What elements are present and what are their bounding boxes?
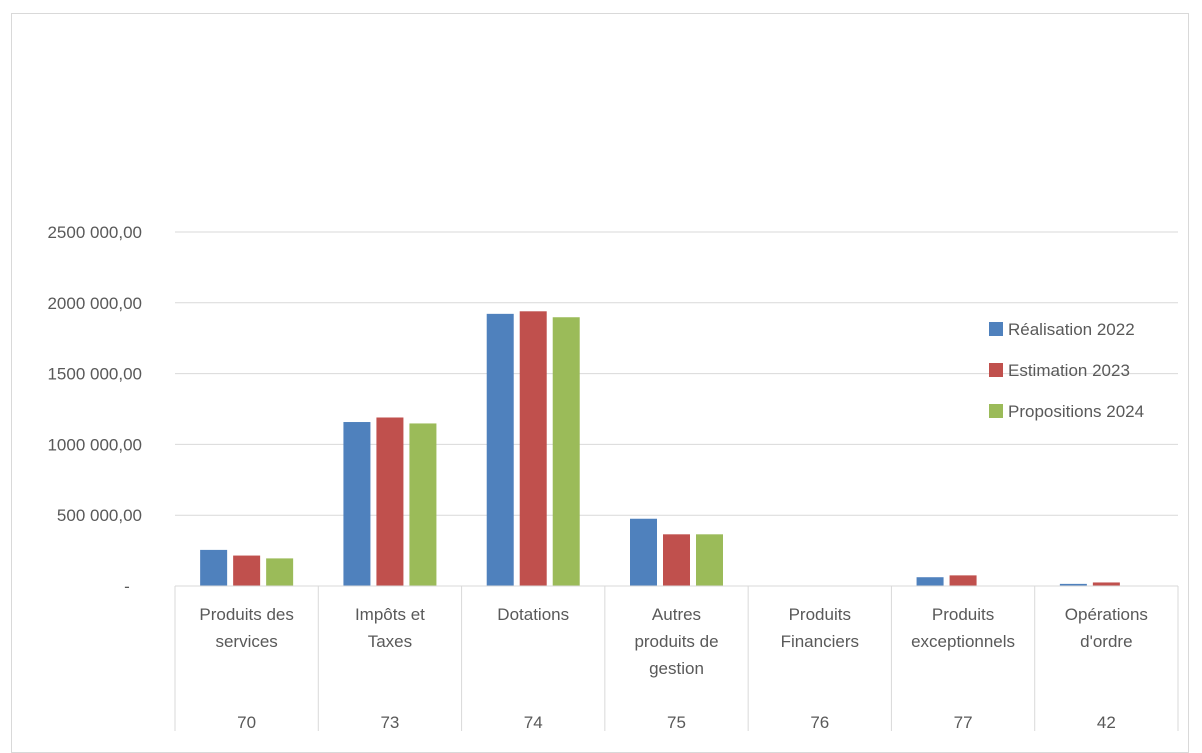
category-label: Opérations xyxy=(1065,605,1148,624)
category-label: Produits des xyxy=(199,605,294,624)
y-tick-label: 1500 000,00 xyxy=(47,365,142,384)
category-label: Financiers xyxy=(781,632,859,651)
bar xyxy=(519,311,547,586)
category-label: Produits xyxy=(932,605,994,624)
category-label: Impôts et xyxy=(355,605,425,624)
category-label: Dotations xyxy=(497,605,569,624)
category-label: d'ordre xyxy=(1080,632,1132,651)
y-tick-label: 2000 000,00 xyxy=(47,294,142,313)
category-code-label: 73 xyxy=(380,713,399,731)
bar xyxy=(696,534,723,586)
bars xyxy=(200,311,1120,586)
y-tick-label: 1000 000,00 xyxy=(47,435,142,454)
category-code-label: 74 xyxy=(524,713,543,731)
bar xyxy=(409,423,437,586)
legend-label: Propositions 2024 xyxy=(1008,402,1144,421)
category-labels: Produits des services 70 Impôts et Taxes 73 Do… xyxy=(199,605,1148,731)
category-axis xyxy=(174,585,1179,731)
legend-label: Estimation 2023 xyxy=(1008,361,1130,380)
y-tick-label: 2500 000,00 xyxy=(47,223,142,242)
category-label: services xyxy=(215,632,277,651)
bar xyxy=(552,317,580,586)
bar xyxy=(233,555,261,586)
legend-swatch xyxy=(989,322,1003,336)
bar xyxy=(200,549,228,586)
bar xyxy=(1092,582,1120,586)
legend: Réalisation 2022 Estimation 2023 Propositi… xyxy=(989,320,1144,421)
y-tick-label: 500 000,00 xyxy=(57,506,142,525)
category-code-label: 42 xyxy=(1097,713,1116,731)
bar xyxy=(266,558,294,586)
y-tick-label: - xyxy=(124,577,130,596)
category-code-label: 70 xyxy=(237,713,256,731)
category-label: gestion xyxy=(649,659,704,678)
bar xyxy=(630,518,657,586)
legend-swatch xyxy=(989,404,1003,418)
category-label: produits de xyxy=(634,632,718,651)
legend-swatch xyxy=(989,363,1003,377)
category-label: exceptionnels xyxy=(911,632,1015,651)
category-label: Autres xyxy=(652,605,701,624)
bar xyxy=(916,577,944,586)
category-label: Produits xyxy=(789,605,851,624)
bar-chart: - 500 000,00 1000 000,00 1500 000,00 2000 00… xyxy=(47,223,1179,731)
category-code-label: 76 xyxy=(810,713,829,731)
gridlines xyxy=(175,231,1178,516)
legend-label: Réalisation 2022 xyxy=(1008,320,1135,339)
bar xyxy=(1059,583,1087,586)
category-code-label: 75 xyxy=(667,713,686,731)
category-code-label: 77 xyxy=(954,713,973,731)
bar xyxy=(663,534,690,586)
bar xyxy=(376,417,404,586)
bar xyxy=(486,313,514,586)
bar xyxy=(343,422,371,586)
y-axis-tick-labels: - 500 000,00 1000 000,00 1500 000,00 2000 00… xyxy=(47,223,142,596)
category-label: Taxes xyxy=(368,632,412,651)
bar xyxy=(949,575,977,586)
